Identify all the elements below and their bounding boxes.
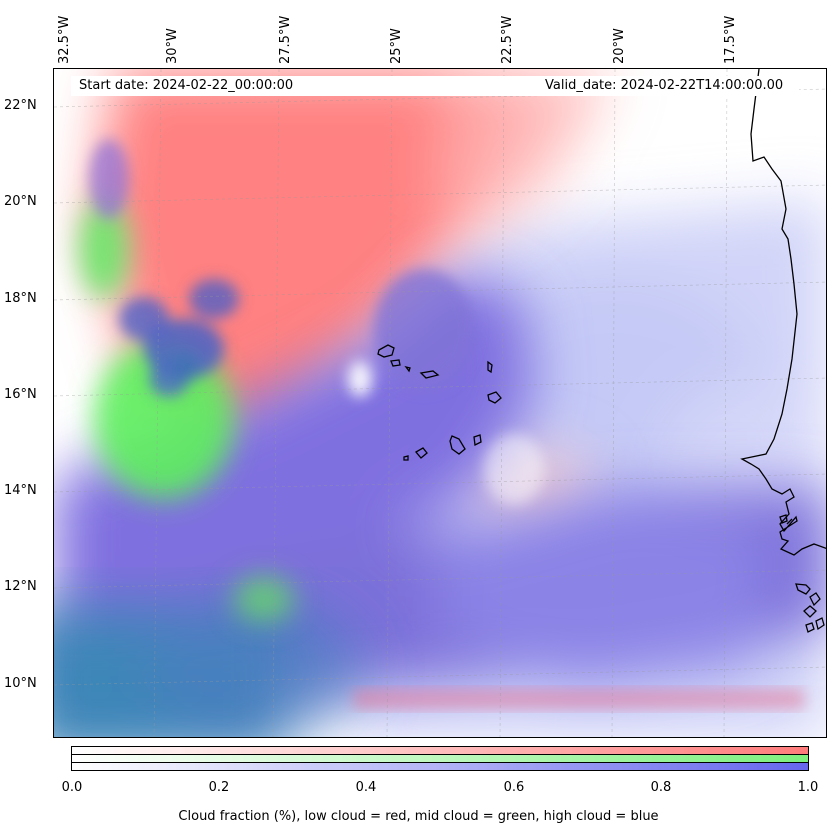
lon-label-30w: 30°W xyxy=(165,28,180,64)
lon-label-27-5w: 27.5°W xyxy=(278,15,293,64)
high-cloud-blobs-layer xyxy=(89,139,474,397)
mid-cloud-layer xyxy=(79,199,294,621)
start-date-label: Start date: 2024-02-22_00:00:00 xyxy=(79,78,294,93)
island-maio xyxy=(473,434,482,446)
colorbar-tick-0-6: 0.6 xyxy=(503,780,525,795)
colorbar-caption: Cloud fraction (%), low cloud = red, mid… xyxy=(178,809,659,824)
map-canvas xyxy=(54,69,826,737)
island-santiago xyxy=(449,435,466,455)
clear-sky-patch xyxy=(348,361,544,504)
colorbar-tick-0: 0.0 xyxy=(61,780,83,795)
mixed-cloud-southwest-layer xyxy=(54,599,364,737)
islands-coastline xyxy=(377,344,502,461)
island-santo-antao xyxy=(377,344,395,358)
africa-coastline xyxy=(740,69,826,633)
island-brava xyxy=(403,455,409,461)
lat-label-14n: 14°N xyxy=(4,483,37,498)
date-info-bar xyxy=(71,76,799,96)
colorbar-mid-cloud xyxy=(71,754,809,763)
lon-label-22-5w: 22.5°W xyxy=(500,15,515,64)
island-boa-vista xyxy=(487,391,502,404)
graticule xyxy=(54,69,826,737)
lat-label-22n: 22°N xyxy=(4,98,37,113)
lon-label-17-5w: 17.5°W xyxy=(723,15,738,64)
lon-label-20w: 20°W xyxy=(612,28,627,64)
island-sao-nicolau xyxy=(419,370,440,379)
colorbar-tick-0-2: 0.2 xyxy=(208,780,230,795)
lat-label-12n: 12°N xyxy=(4,579,37,594)
island-sal xyxy=(487,360,493,374)
colorbar-tick-0-8: 0.8 xyxy=(650,780,672,795)
lat-label-20n: 20°N xyxy=(4,194,37,209)
colorbar-high-cloud xyxy=(71,762,809,771)
lat-label-18n: 18°N xyxy=(4,291,37,306)
colorbar-tick-0-4: 0.4 xyxy=(355,780,377,795)
lat-label-10n: 10°N xyxy=(4,676,37,691)
low-cloud-streak xyxy=(354,689,804,709)
lon-label-25w: 25°W xyxy=(389,28,404,64)
colorbar-low-cloud xyxy=(71,746,809,755)
island-sao-vicente xyxy=(390,359,401,367)
island-fogo xyxy=(415,447,428,459)
valid-date-label: Valid_date: 2024-02-22T14:00:00.00 xyxy=(545,78,784,93)
cloud-fraction-map[interactable] xyxy=(53,68,827,738)
colorbar xyxy=(71,746,809,771)
lat-label-16n: 16°N xyxy=(4,387,37,402)
colorbar-tick-1: 1.0 xyxy=(797,780,819,795)
lon-label-32-5w: 32.5°W xyxy=(57,15,72,64)
island-santa-luzia xyxy=(404,365,411,373)
